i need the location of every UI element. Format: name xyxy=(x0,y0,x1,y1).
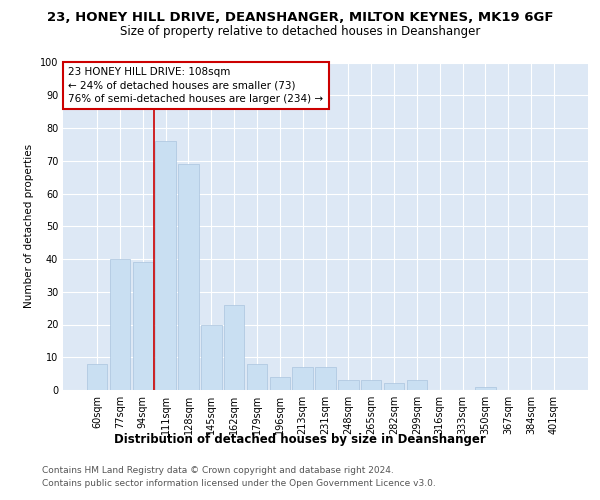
Bar xyxy=(384,384,404,390)
Bar xyxy=(224,305,244,390)
Bar xyxy=(201,324,221,390)
Bar xyxy=(133,262,153,390)
Text: Distribution of detached houses by size in Deanshanger: Distribution of detached houses by size … xyxy=(114,432,486,446)
Bar xyxy=(315,367,336,390)
Bar xyxy=(247,364,267,390)
Bar xyxy=(87,364,107,390)
Bar xyxy=(178,164,199,390)
Bar xyxy=(407,380,427,390)
Text: Contains public sector information licensed under the Open Government Licence v3: Contains public sector information licen… xyxy=(42,479,436,488)
Bar xyxy=(110,259,130,390)
Text: Size of property relative to detached houses in Deanshanger: Size of property relative to detached ho… xyxy=(120,25,480,38)
Bar xyxy=(269,377,290,390)
Bar xyxy=(475,386,496,390)
Bar xyxy=(292,367,313,390)
Text: 23 HONEY HILL DRIVE: 108sqm
← 24% of detached houses are smaller (73)
76% of sem: 23 HONEY HILL DRIVE: 108sqm ← 24% of det… xyxy=(68,68,323,104)
Y-axis label: Number of detached properties: Number of detached properties xyxy=(24,144,34,308)
Bar xyxy=(361,380,382,390)
Text: 23, HONEY HILL DRIVE, DEANSHANGER, MILTON KEYNES, MK19 6GF: 23, HONEY HILL DRIVE, DEANSHANGER, MILTO… xyxy=(47,11,553,24)
Bar xyxy=(338,380,359,390)
Text: Contains HM Land Registry data © Crown copyright and database right 2024.: Contains HM Land Registry data © Crown c… xyxy=(42,466,394,475)
Bar xyxy=(155,141,176,390)
